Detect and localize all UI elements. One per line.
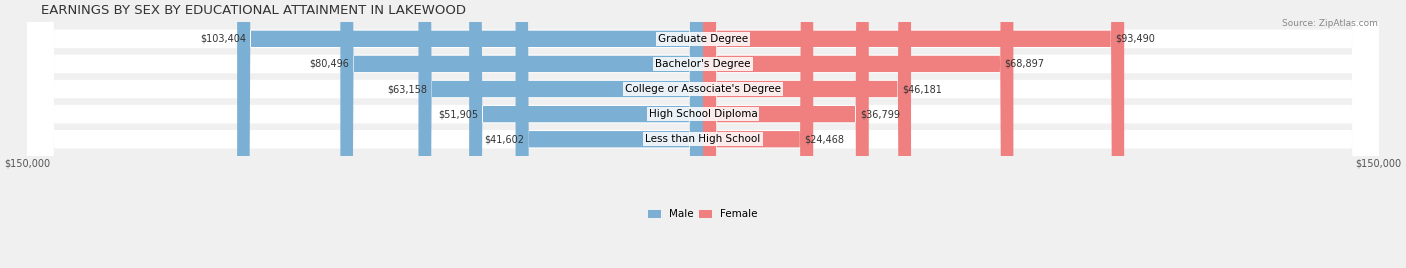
- FancyBboxPatch shape: [470, 0, 703, 268]
- Text: Less than High School: Less than High School: [645, 134, 761, 144]
- FancyBboxPatch shape: [703, 0, 1014, 268]
- Text: $68,897: $68,897: [1004, 59, 1045, 69]
- Text: $41,602: $41,602: [485, 134, 524, 144]
- FancyBboxPatch shape: [703, 0, 911, 268]
- FancyBboxPatch shape: [27, 0, 1379, 268]
- FancyBboxPatch shape: [340, 0, 703, 268]
- Text: $103,404: $103,404: [200, 34, 246, 44]
- Legend: Male, Female: Male, Female: [644, 205, 762, 224]
- FancyBboxPatch shape: [703, 0, 869, 268]
- FancyBboxPatch shape: [703, 0, 813, 268]
- Text: Graduate Degree: Graduate Degree: [658, 34, 748, 44]
- Text: $51,905: $51,905: [439, 109, 478, 119]
- Text: Bachelor's Degree: Bachelor's Degree: [655, 59, 751, 69]
- FancyBboxPatch shape: [703, 0, 1125, 268]
- Text: EARNINGS BY SEX BY EDUCATIONAL ATTAINMENT IN LAKEWOOD: EARNINGS BY SEX BY EDUCATIONAL ATTAINMEN…: [41, 4, 465, 17]
- Text: College or Associate's Degree: College or Associate's Degree: [626, 84, 780, 94]
- Text: $80,496: $80,496: [309, 59, 349, 69]
- Text: $24,468: $24,468: [804, 134, 844, 144]
- FancyBboxPatch shape: [27, 0, 1379, 268]
- FancyBboxPatch shape: [516, 0, 703, 268]
- Text: $93,490: $93,490: [1115, 34, 1156, 44]
- Text: High School Diploma: High School Diploma: [648, 109, 758, 119]
- FancyBboxPatch shape: [27, 0, 1379, 268]
- Text: Source: ZipAtlas.com: Source: ZipAtlas.com: [1282, 19, 1378, 28]
- FancyBboxPatch shape: [27, 0, 1379, 268]
- Text: $36,799: $36,799: [860, 109, 900, 119]
- FancyBboxPatch shape: [419, 0, 703, 268]
- Text: $63,158: $63,158: [388, 84, 427, 94]
- FancyBboxPatch shape: [27, 0, 1379, 268]
- FancyBboxPatch shape: [238, 0, 703, 268]
- Text: $46,181: $46,181: [903, 84, 942, 94]
